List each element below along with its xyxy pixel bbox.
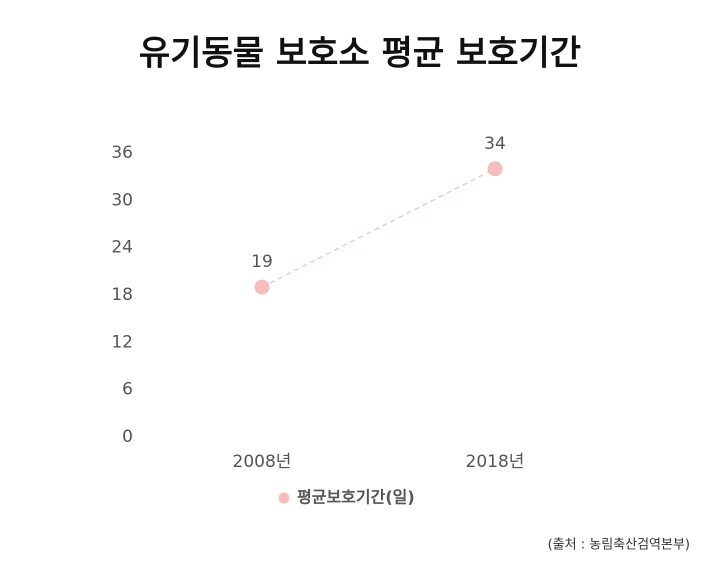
y-tick-label: 6 — [122, 380, 133, 400]
y-tick-label: 12 — [111, 332, 133, 352]
legend-label: 평균보호기간(일) — [297, 488, 415, 507]
data-point — [487, 161, 503, 177]
y-tick-label: 30 — [111, 190, 133, 210]
y-tick-label: 24 — [111, 238, 133, 258]
y-tick-label: 0 — [122, 427, 133, 447]
x-tick-label: 2018년 — [466, 452, 525, 472]
data-label: 34 — [484, 134, 506, 154]
x-tick-label: 2008년 — [233, 452, 292, 472]
chart-title: 유기동물 보호소 평균 보호기간 — [139, 34, 581, 74]
y-tick-label: 36 — [111, 143, 133, 163]
legend-marker — [278, 492, 290, 504]
series-line — [261, 168, 496, 288]
data-point — [254, 279, 270, 295]
data-label: 19 — [251, 252, 273, 272]
source-note: (출처 : 농림축산검역본부) — [548, 538, 690, 553]
y-tick-label: 18 — [111, 285, 133, 305]
